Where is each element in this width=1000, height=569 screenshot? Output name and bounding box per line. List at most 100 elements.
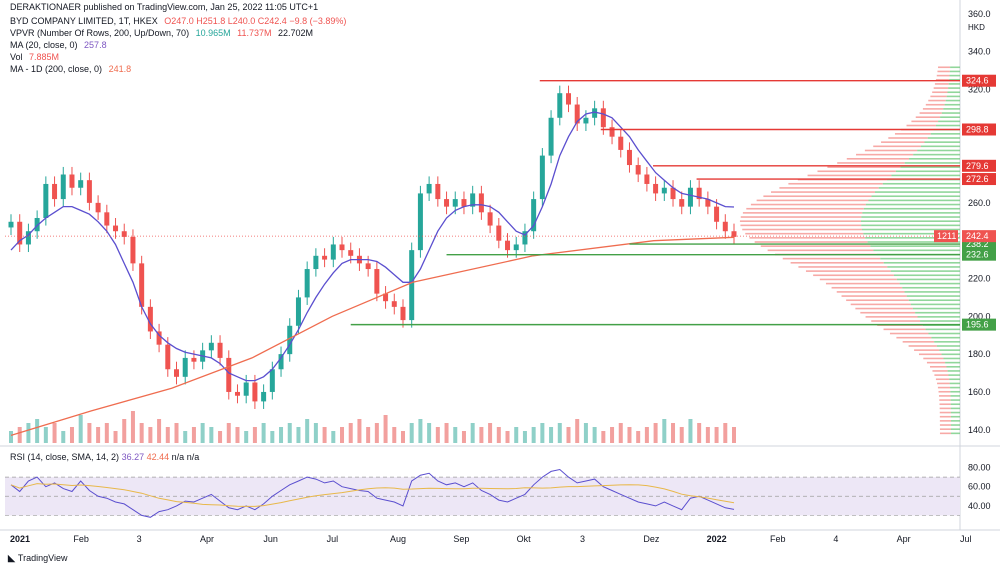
vpvr-bar-up (946, 95, 960, 98)
candle-body (644, 174, 650, 184)
vpvr-bar-down (939, 399, 951, 401)
volume-bar (183, 431, 188, 443)
volume-bar (479, 427, 484, 443)
vpvr-bar-up (909, 157, 960, 160)
volume-bar (714, 427, 719, 443)
volume-bar (618, 423, 623, 443)
volume-bar (514, 427, 519, 443)
volume-bar (496, 427, 501, 443)
vpvr-bar-up (883, 261, 960, 264)
vpvr-bar-down (813, 274, 894, 277)
vpvr-bar-up (945, 99, 960, 102)
candle-body (269, 369, 275, 392)
volume-bar (35, 419, 40, 443)
candle-body (139, 263, 145, 307)
vpvr-bar-down (906, 124, 936, 127)
vpvr-bar-up (950, 407, 960, 410)
candle-body (565, 93, 571, 105)
vpvr-bar-down (937, 70, 950, 73)
vpvr-bar-down (933, 87, 949, 89)
ma20-line (10, 111, 735, 382)
current-price-label: 242.4 (966, 231, 989, 241)
vpvr-bar-up (925, 328, 960, 331)
support-price-label: 238.2 (966, 239, 989, 249)
vpvr-bar-up (946, 365, 960, 368)
candle-body (182, 357, 188, 377)
vpvr-bar-down (930, 95, 947, 98)
vpvr-bar-down (846, 299, 909, 302)
ma20-value: 257.8 (84, 40, 107, 50)
candle-body (234, 391, 240, 396)
vpvr-bar-down (939, 411, 951, 414)
vpvr-bar-down (850, 303, 911, 306)
volume-bar (52, 423, 57, 443)
vpvr-bar-down (896, 336, 932, 339)
vpvr-bar-down (825, 282, 900, 285)
ma200-legend[interactable]: MA - 1D (200, close, 0) 241.8 (10, 64, 135, 75)
candle-body (313, 255, 319, 270)
ma200-label: MA - 1D (200, close, 0) (10, 64, 103, 74)
vpvr-bar-up (938, 120, 960, 123)
rsi-na-1: n/a (171, 452, 185, 462)
vpvr-legend[interactable]: VPVR (Number Of Rows, 200, Up/Down, 70) … (10, 28, 317, 39)
candle-body (444, 199, 450, 207)
volume-bar (200, 423, 205, 443)
rsi-legend[interactable]: RSI (14, close, SMA, 14, 2) 36.27 42.44 … (10, 452, 199, 462)
symbol-title[interactable]: BYD COMPANY LIMITED, 1T, HKEX (10, 16, 158, 26)
candle-body (609, 127, 615, 137)
vpvr-bar-up (920, 320, 960, 322)
vpvr-bar-down (817, 170, 896, 173)
vpvr-bar-down (742, 212, 863, 214)
candle-body (435, 183, 441, 200)
vol-legend[interactable]: Vol 7.885M (10, 52, 63, 63)
candle-body (653, 183, 659, 194)
volume-bar (392, 427, 397, 443)
vpvr-bar-up (950, 420, 960, 422)
rsi-tick-label: 40.00 (968, 501, 991, 511)
volume-bar (470, 423, 475, 443)
vpvr-bar-up (950, 390, 960, 393)
support-price-label: 232.6 (966, 250, 989, 260)
vpvr-bar-down (798, 266, 888, 268)
vpvr-bar-up (906, 295, 960, 297)
vpvr-bar-down (929, 365, 947, 368)
volume-bar (374, 423, 379, 443)
vpvr-bar-down (740, 216, 862, 218)
vpvr-bar-up (861, 216, 960, 218)
vpvr-bar-up (930, 133, 960, 135)
candle-body (278, 354, 284, 370)
candle-body (208, 342, 214, 351)
vpvr-bar-up (941, 112, 960, 114)
current-price-tag (962, 230, 996, 243)
volume-bar (427, 423, 432, 443)
vpvr-up: 10.965M (195, 28, 231, 38)
rsi-line (10, 468, 735, 518)
vpvr-bar-down (771, 191, 875, 193)
vpvr-bar-up (890, 270, 960, 272)
candle-body (174, 369, 180, 377)
vpvr-bar-up (882, 182, 960, 185)
ma20-legend[interactable]: MA (20, close, 0) 257.8 (10, 40, 111, 51)
vpvr-bar-down (938, 66, 951, 69)
vpvr-bar-down (841, 295, 907, 297)
tradingview-footer[interactable]: ◣ TradingView (8, 553, 67, 564)
vpvr-bar-down (864, 149, 918, 152)
candle-body (217, 342, 223, 358)
vpvr-bar-down (918, 353, 942, 356)
time-tick-label: 3 (580, 534, 585, 544)
volume-bar (165, 427, 170, 443)
candle-body (191, 357, 197, 362)
vpvr-bar-down (922, 108, 944, 110)
resistance-price-tag (962, 173, 996, 186)
price-tick-label: 320.0 (968, 84, 991, 94)
vpvr-bar-down (937, 386, 951, 389)
volume-bar (226, 423, 231, 443)
vpvr-bar-down (782, 257, 881, 260)
volume-bar (383, 415, 388, 443)
volume-bar (287, 423, 292, 443)
vpvr-bar-down (739, 220, 861, 222)
vpvr-bar-up (908, 299, 960, 302)
vpvr-bar-up (941, 353, 960, 356)
ma200-value: 241.8 (108, 64, 132, 74)
